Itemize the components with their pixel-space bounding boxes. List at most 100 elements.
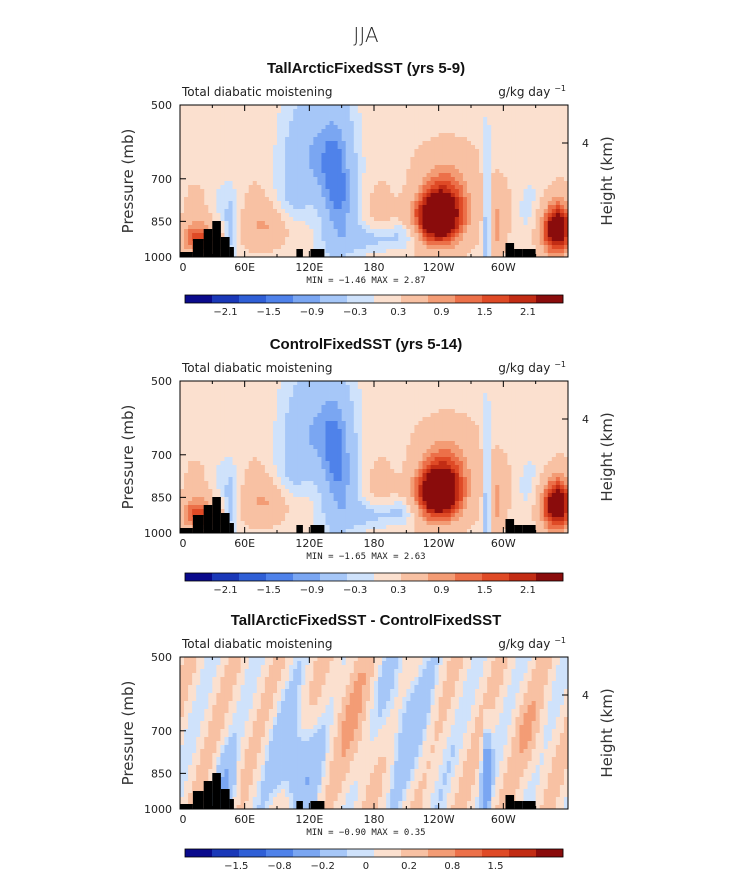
heatmap-cell bbox=[289, 397, 294, 402]
heatmap-cell bbox=[268, 133, 274, 138]
heatmap-cell bbox=[365, 193, 371, 198]
heatmap-cell bbox=[297, 413, 302, 418]
heatmap-cell bbox=[438, 393, 444, 398]
heatmap-cell bbox=[515, 397, 520, 402]
heatmap-cell bbox=[208, 137, 213, 142]
heatmap-cell bbox=[543, 385, 549, 390]
heatmap-cell bbox=[471, 225, 476, 230]
heatmap-cell bbox=[305, 181, 310, 186]
heatmap-cell bbox=[264, 133, 270, 138]
heatmap-cell bbox=[285, 225, 290, 230]
heatmap-cell bbox=[277, 249, 282, 254]
heatmap-cell bbox=[349, 417, 355, 422]
heatmap-cell bbox=[216, 421, 221, 426]
heatmap-cell bbox=[285, 149, 290, 154]
heatmap-cell bbox=[268, 425, 274, 430]
heatmap-cell bbox=[483, 169, 488, 174]
heatmap-cell bbox=[434, 193, 440, 198]
heatmap-cell bbox=[398, 393, 403, 398]
heatmap-cell bbox=[511, 413, 516, 418]
heatmap-cell bbox=[301, 153, 306, 158]
heatmap-cell bbox=[212, 189, 217, 194]
heatmap-cell bbox=[503, 185, 508, 190]
heatmap-cell bbox=[418, 105, 423, 110]
heatmap-cell bbox=[382, 145, 387, 150]
heatmap-cell bbox=[563, 413, 569, 418]
heatmap-cell bbox=[543, 405, 549, 410]
heatmap-cell bbox=[204, 181, 209, 186]
heatmap-cell bbox=[551, 189, 557, 194]
heatmap-cell bbox=[430, 205, 436, 210]
heatmap-cell bbox=[333, 181, 339, 186]
heatmap-cell bbox=[402, 253, 407, 258]
heatmap-cell bbox=[523, 209, 528, 214]
heatmap-cell bbox=[438, 245, 444, 250]
heatmap-cell bbox=[329, 141, 334, 146]
heatmap-cell bbox=[406, 189, 411, 194]
heatmap-cell bbox=[398, 249, 403, 254]
heatmap-cell bbox=[543, 393, 549, 398]
heatmap-cell bbox=[471, 217, 476, 222]
heatmap-cell bbox=[547, 201, 553, 206]
heatmap-cell bbox=[244, 125, 250, 130]
heatmap-cell bbox=[301, 117, 306, 122]
heatmap-cell bbox=[240, 225, 246, 230]
heatmap-cell bbox=[349, 129, 355, 134]
heatmap-cell bbox=[212, 149, 217, 154]
heatmap-cell bbox=[471, 189, 476, 194]
heatmap-cell bbox=[507, 201, 512, 206]
heatmap-cell bbox=[495, 181, 500, 186]
heatmap-cell bbox=[519, 141, 524, 146]
heatmap-cell bbox=[430, 201, 436, 206]
heatmap-cell bbox=[184, 205, 189, 210]
heatmap-cell bbox=[256, 177, 262, 182]
heatmap-cell bbox=[374, 193, 379, 198]
heatmap-cell bbox=[264, 249, 270, 254]
heatmap-cell bbox=[301, 121, 306, 126]
heatmap-cell bbox=[272, 109, 278, 114]
heatmap-cell bbox=[450, 161, 456, 166]
heatmap-cell bbox=[406, 237, 411, 242]
heatmap-cell bbox=[434, 169, 440, 174]
heatmap-cell bbox=[313, 409, 318, 414]
heatmap-cell bbox=[325, 189, 330, 194]
heatmap-cell bbox=[184, 401, 189, 406]
heatmap-cell bbox=[353, 157, 359, 162]
heatmap-cell bbox=[479, 397, 484, 402]
heatmap-cell bbox=[200, 393, 205, 398]
heatmap-cell bbox=[353, 425, 359, 430]
heatmap-cell bbox=[386, 245, 391, 250]
heatmap-cell bbox=[523, 417, 528, 422]
heatmap-cell bbox=[277, 173, 282, 178]
heatmap-cell bbox=[555, 417, 561, 422]
heatmap-cell bbox=[410, 405, 415, 410]
heatmap-cell bbox=[285, 409, 290, 414]
heatmap-cell bbox=[479, 253, 484, 258]
heatmap-cell bbox=[547, 117, 553, 122]
heatmap-cell bbox=[301, 405, 306, 410]
heatmap-cell bbox=[398, 157, 403, 162]
heatmap-cell bbox=[507, 153, 512, 158]
heatmap-cell bbox=[321, 109, 326, 114]
heatmap-cell bbox=[361, 169, 367, 174]
heatmap-cell bbox=[551, 177, 557, 182]
heatmap-cell bbox=[386, 397, 391, 402]
heatmap-cell bbox=[216, 113, 221, 118]
heatmap-cell bbox=[414, 129, 419, 134]
heatmap-cell bbox=[446, 217, 452, 222]
heatmap-cell bbox=[184, 157, 189, 162]
heatmap-cell bbox=[458, 397, 464, 402]
heatmap-cell bbox=[272, 213, 278, 218]
heatmap-cell bbox=[212, 429, 217, 434]
heatmap-cell bbox=[462, 169, 468, 174]
heatmap-cell bbox=[499, 185, 504, 190]
heatmap-cell bbox=[281, 153, 286, 158]
heatmap-cell bbox=[446, 233, 452, 238]
heatmap-cell bbox=[475, 405, 480, 410]
heatmap-cell bbox=[325, 169, 330, 174]
heatmap-cell bbox=[426, 245, 431, 250]
heatmap-cell bbox=[353, 217, 359, 222]
heatmap-cell bbox=[329, 201, 334, 206]
heatmap-cell bbox=[353, 177, 359, 182]
heatmap-cell bbox=[446, 429, 452, 434]
